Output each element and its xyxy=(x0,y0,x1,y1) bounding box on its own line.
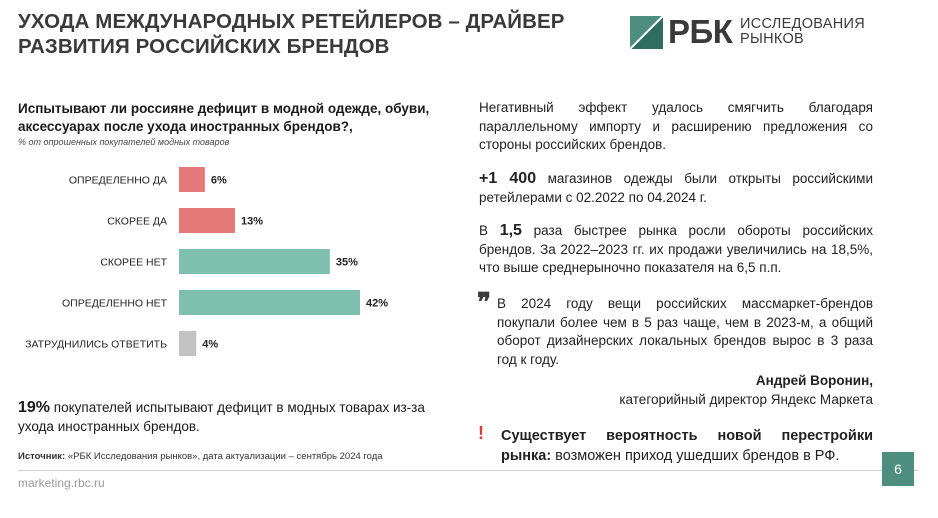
stores-value: +1 400 xyxy=(479,170,537,187)
stores-paragraph: +1 400 магазинов одежды были открыты рос… xyxy=(479,170,873,207)
chart-subtitle: % от опрошенных покупателей модных товар… xyxy=(18,137,230,147)
rbk-logo: РБК ИССЛЕДОВАНИЯ РЫНКОВ xyxy=(630,13,870,52)
deficit-stat-text: покупателей испытывают дефицит в модных … xyxy=(18,400,425,434)
quote-text: В 2024 году вещи российских массмаркет-б… xyxy=(497,296,873,367)
bar xyxy=(179,208,236,233)
category-label: ОПРЕДЕЛЕННО ДА xyxy=(69,175,167,187)
value-label: 42% xyxy=(366,298,388,310)
rbk-logo-subtitle: ИССЛЕДОВАНИЯ РЫНКОВ xyxy=(740,17,865,47)
stores-text: магазинов одежды были открыты российским… xyxy=(479,171,873,205)
exclamation-icon: ! xyxy=(478,423,484,443)
page-title-line1: УХОДА МЕЖДУНАРОДНЫХ РЕТЕЙЛЕРОВ – ДРАЙВЕР xyxy=(18,10,565,33)
value-label: 4% xyxy=(202,339,218,351)
growth-value: 1,5 xyxy=(499,222,522,239)
category-label: СКОРЕЕ НЕТ xyxy=(100,257,167,269)
rbk-logo-subtitle-line2: РЫНКОВ xyxy=(740,31,805,47)
author-role: категорийный директор Яндекс Маркета xyxy=(619,392,873,407)
footer-divider xyxy=(18,470,918,471)
footer-url: marketing.rbc.ru xyxy=(18,476,105,490)
source-text: «РБК Исследования рынков», дата актуализ… xyxy=(65,451,383,462)
restructuring-paragraph: Существует вероятность новой перестройки… xyxy=(501,426,873,466)
deficit-stat: 19% покупателей испытывают дефицит в мод… xyxy=(18,398,438,436)
import-paragraph: Негативный эффект удалось смягчить благо… xyxy=(479,100,873,152)
rbk-logo-mark-icon xyxy=(630,16,663,49)
page-title: УХОДА МЕЖДУНАРОДНЫХ РЕТЕЙЛЕРОВ – ДРАЙВЕР… xyxy=(18,9,578,59)
category-label: ОПРЕДЕЛЕННО НЕТ xyxy=(62,298,168,310)
quote-author: Андрей Воронин, категорийный директор Ян… xyxy=(500,371,873,409)
page-title-line2: РАЗВИТИЯ РОССИЙСКИХ БРЕНДОВ xyxy=(18,35,390,58)
bar xyxy=(179,167,205,192)
bar xyxy=(179,249,330,274)
category-label: ЗАТРУДНИЛИСЬ ОТВЕТИТЬ xyxy=(25,339,167,351)
deficit-stat-value: 19% xyxy=(18,399,51,416)
page-number: 6 xyxy=(882,452,914,486)
chart-title: Испытывают ли россияне дефицит в модной … xyxy=(18,101,430,134)
value-label: 13% xyxy=(241,216,263,228)
quote-icon: ❞ xyxy=(477,287,491,317)
rbk-logo-text: РБК xyxy=(668,13,733,50)
source-label: Источник: xyxy=(18,451,66,462)
growth-text: раза быстрее рынка росли обороты российс… xyxy=(479,223,873,275)
growth-paragraph: В 1,5 раза быстрее рынка росли обороты р… xyxy=(479,222,873,278)
rbk-logo-subtitle-line1: ИССЛЕДОВАНИЯ xyxy=(740,16,865,32)
restructuring-bold: Существует вероятность новой перестройки… xyxy=(501,428,873,464)
bar xyxy=(179,290,360,315)
value-label: 6% xyxy=(211,175,227,187)
category-label: СКОРЕЕ ДА xyxy=(107,216,167,228)
bar xyxy=(179,331,197,356)
growth-pre: В xyxy=(479,223,500,238)
author-name: Андрей Воронин, xyxy=(755,373,873,388)
value-label: 35% xyxy=(336,257,358,269)
bar-chart: ОПРЕДЕЛЕННО ДА 6% СКОРЕЕ ДА 13% СКОРЕЕ НЕТ 35… xyxy=(25,167,388,356)
source-note: Источник: «РБК Исследования рынков», дат… xyxy=(18,451,383,462)
restructuring-text: возможен приход ушедших брендов в РФ. xyxy=(551,448,840,464)
